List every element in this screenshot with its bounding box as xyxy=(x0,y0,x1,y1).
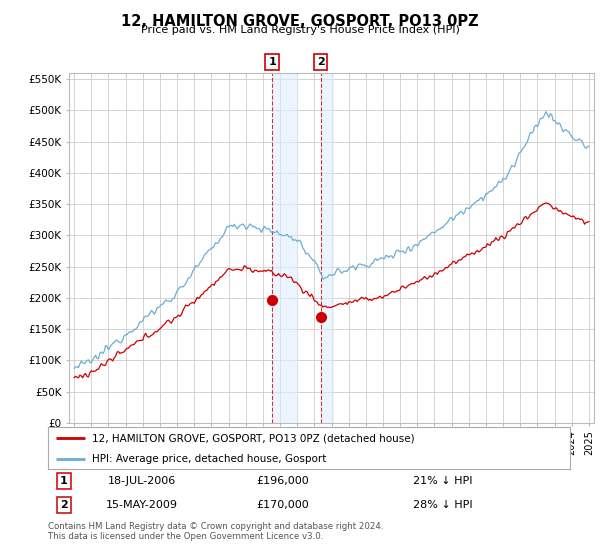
Text: HPI: Average price, detached house, Gosport: HPI: Average price, detached house, Gosp… xyxy=(92,455,327,464)
Text: 28% ↓ HPI: 28% ↓ HPI xyxy=(413,500,473,510)
Text: Price paid vs. HM Land Registry's House Price Index (HPI): Price paid vs. HM Land Registry's House … xyxy=(140,25,460,35)
Text: 15-MAY-2009: 15-MAY-2009 xyxy=(106,500,178,510)
Text: 2: 2 xyxy=(317,57,325,67)
Bar xyxy=(272,73,298,423)
Text: £170,000: £170,000 xyxy=(257,500,309,510)
Text: 12, HAMILTON GROVE, GOSPORT, PO13 0PZ (detached house): 12, HAMILTON GROVE, GOSPORT, PO13 0PZ (d… xyxy=(92,433,415,444)
Text: 12, HAMILTON GROVE, GOSPORT, PO13 0PZ: 12, HAMILTON GROVE, GOSPORT, PO13 0PZ xyxy=(121,14,479,29)
Text: 18-JUL-2006: 18-JUL-2006 xyxy=(108,476,176,486)
Text: 21% ↓ HPI: 21% ↓ HPI xyxy=(413,476,473,486)
Text: 1: 1 xyxy=(268,57,276,67)
Text: 2: 2 xyxy=(60,500,68,510)
Text: £196,000: £196,000 xyxy=(257,476,309,486)
Text: Contains HM Land Registry data © Crown copyright and database right 2024.
This d: Contains HM Land Registry data © Crown c… xyxy=(48,522,383,542)
Bar xyxy=(320,73,334,423)
Text: 1: 1 xyxy=(60,476,68,486)
